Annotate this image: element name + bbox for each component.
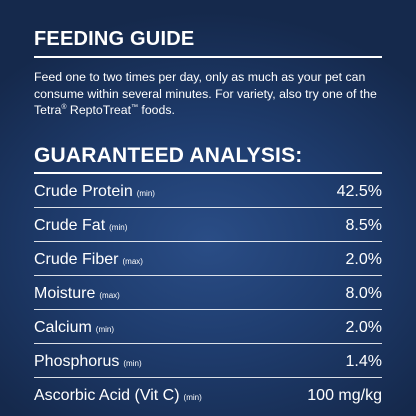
analysis-row-label: Phosphorus (min) (34, 353, 142, 371)
nutrient-qualifier: (min) (123, 359, 142, 368)
nutrient-name: Phosphorus (34, 353, 120, 370)
nutrient-name: Crude Fat (34, 217, 106, 234)
analysis-table: Crude Protein (min) 42.5% Crude Fat (min) … (34, 174, 382, 412)
feeding-guide-brand: ReptoTreat (66, 103, 131, 117)
nutrient-qualifier: (max) (122, 257, 143, 266)
nutrient-name: Crude Fiber (34, 251, 119, 268)
feeding-guide-main-text: Feed one to two times per day, only as m… (34, 70, 377, 117)
nutrient-qualifier: (min) (183, 393, 202, 402)
nutrient-value: 2.0% (345, 319, 382, 336)
nutrient-qualifier: (max) (99, 291, 120, 300)
feeding-guide-text: Feed one to two times per day, only as m… (34, 69, 386, 119)
nutrient-value: 100 mg/kg (307, 387, 382, 404)
nutrient-value: 8.0% (345, 285, 382, 302)
analysis-row-label: Crude Protein (min) (34, 183, 155, 201)
registered-mark: ® (61, 103, 67, 111)
nutrient-qualifier: (min) (109, 223, 128, 232)
nutrient-qualifier: (min) (136, 189, 155, 198)
nutrient-name: Crude Protein (34, 183, 133, 200)
analysis-row-crude-protein: Crude Protein (min) 42.5% (34, 174, 382, 208)
guaranteed-analysis-divider (34, 172, 382, 174)
analysis-row-moisture: Moisture (max) 8.0% (34, 276, 382, 310)
feeding-guide-end-text: foods. (138, 103, 175, 117)
analysis-row-label: Crude Fiber (max) (34, 251, 143, 269)
analysis-row-label: Ascorbic Acid (Vit C) (min) (34, 387, 202, 405)
feeding-guide-heading: FEEDING GUIDE (34, 28, 195, 50)
nutrient-name: Calcium (34, 319, 92, 336)
analysis-row-label: Calcium (min) (34, 319, 114, 337)
nutrient-value: 2.0% (345, 251, 382, 268)
analysis-row-phosphorus: Phosphorus (min) 1.4% (34, 344, 382, 378)
nutrient-name: Ascorbic Acid (Vit C) (34, 387, 180, 404)
trademark-mark: ™ (131, 103, 138, 111)
analysis-row-ascorbic-acid: Ascorbic Acid (Vit C) (min) 100 mg/kg (34, 378, 382, 412)
feeding-guide-divider (34, 56, 382, 58)
analysis-row-label: Moisture (max) (34, 285, 120, 303)
nutrient-value: 42.5% (336, 183, 382, 200)
guaranteed-analysis-heading: GUARANTEED ANALYSIS: (34, 144, 303, 167)
nutrient-name: Moisture (34, 285, 96, 302)
nutrient-value: 8.5% (345, 217, 382, 234)
nutrient-qualifier: (min) (95, 325, 115, 334)
nutrient-value: 1.4% (345, 353, 382, 370)
analysis-row-crude-fat: Crude Fat (min) 8.5% (34, 208, 382, 242)
analysis-row-calcium: Calcium (min) 2.0% (34, 310, 382, 344)
analysis-row-label: Crude Fat (min) (34, 217, 127, 235)
analysis-row-crude-fiber: Crude Fiber (max) 2.0% (34, 242, 382, 276)
